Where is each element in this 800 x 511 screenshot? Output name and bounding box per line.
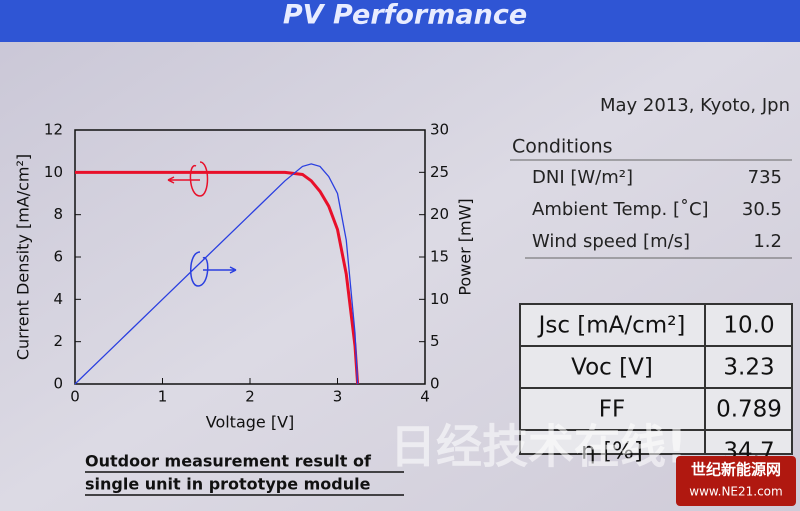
- y-axis-label: Current Density [mA/cm²]: [14, 154, 33, 360]
- result-label: FF: [599, 397, 625, 423]
- slide-title: PV Performance: [283, 0, 527, 31]
- conditions-table: DNI [W/m²] 735 Ambient Temp. [˚C] 30.5 Wind …: [532, 167, 782, 252]
- condition-value: 1.2: [753, 231, 782, 252]
- header-band: [0, 0, 800, 42]
- x-tick-label: 4: [420, 388, 430, 406]
- y2-tick-label: 25: [430, 163, 449, 181]
- annotation-arrow: [167, 161, 209, 197]
- y-tick-label: 10: [44, 163, 63, 181]
- series-line: [75, 170, 360, 385]
- condition-label: Ambient Temp. [˚C]: [532, 199, 709, 220]
- x-tick-label: 3: [333, 388, 343, 406]
- result-value: 0.789: [716, 397, 782, 423]
- watermark: 日经技术在线!: [390, 420, 687, 474]
- condition-value: 30.5: [742, 199, 782, 220]
- x-tick-label: 2: [245, 388, 255, 406]
- date: May 2013, Kyoto, Jpn: [600, 95, 790, 116]
- x-axis-label: Voltage [V]: [206, 413, 295, 432]
- y2-tick-label: 5: [430, 332, 440, 350]
- y2-tick-label: 20: [430, 205, 449, 223]
- x-tick-label: 1: [158, 388, 168, 406]
- y2-tick-label: 0: [430, 375, 440, 393]
- watermark-badge: [676, 456, 796, 506]
- y-tick-label: 4: [53, 290, 63, 308]
- conditions-title: Conditions: [512, 136, 613, 158]
- watermark: www.NE21.com: [689, 485, 782, 499]
- series-line: [74, 163, 359, 385]
- y2-tick-label: 15: [430, 248, 449, 266]
- y-tick-label: 2: [53, 332, 63, 350]
- result-value: 3.23: [723, 355, 774, 381]
- y-tick-label: 12: [44, 121, 63, 139]
- watermark: 世纪新能源网: [691, 461, 781, 479]
- condition-value: 735: [748, 167, 782, 188]
- result-label: Jsc [mA/cm²]: [537, 313, 686, 339]
- condition-label: Wind speed [m/s]: [532, 231, 690, 252]
- condition-label: DNI [W/m²]: [532, 167, 633, 188]
- result-value: 10.0: [723, 313, 774, 339]
- caption: single unit in prototype module: [85, 475, 371, 494]
- y2-tick-label: 30: [430, 121, 449, 139]
- annotation-arrow: [190, 251, 237, 287]
- result-label: η [%]: [581, 439, 643, 465]
- y2-axis-label: Power [mW]: [456, 198, 475, 295]
- y-tick-label: 6: [53, 248, 63, 266]
- y2-tick-label: 10: [430, 290, 449, 308]
- y-tick-label: 0: [53, 375, 63, 393]
- result-label: Voc [V]: [571, 355, 653, 381]
- caption: Outdoor measurement result of: [85, 452, 372, 471]
- y-tick-label: 8: [53, 205, 63, 223]
- x-tick-label: 0: [70, 388, 80, 406]
